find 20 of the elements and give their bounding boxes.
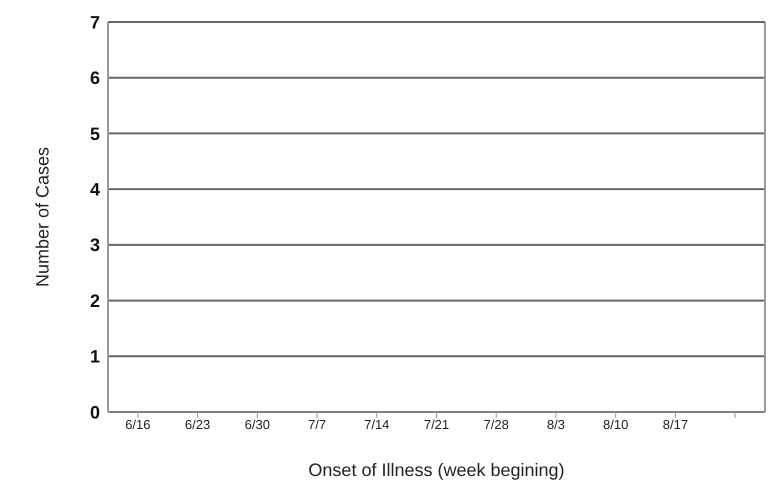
x-tick-label: 7/14 xyxy=(364,417,390,432)
y-tick-label: 5 xyxy=(90,124,100,144)
x-tick-label: 6/30 xyxy=(244,417,270,432)
x-tick-label: 6/23 xyxy=(184,417,210,432)
x-tick-label: 8/3 xyxy=(546,417,565,432)
y-tick-label: 1 xyxy=(90,346,100,367)
y-tick-label: 6 xyxy=(90,68,100,88)
x-tick-label: 7/7 xyxy=(308,417,326,432)
y-tick-label: 3 xyxy=(90,235,100,256)
x-tick-label: 7/21 xyxy=(424,417,450,432)
x-tick-label: 8/17 xyxy=(662,417,688,432)
x-tick-label: 6/16 xyxy=(125,417,151,432)
y-tick-label: 7 xyxy=(90,12,100,32)
y-tick-label: 2 xyxy=(90,290,100,311)
y-axis-title: Number of Cases xyxy=(32,146,52,288)
x-tick-label: 7/28 xyxy=(484,417,509,432)
y-tick-label: 0 xyxy=(90,402,100,422)
x-tick-label: 8/10 xyxy=(603,417,628,432)
y-tick-label: 4 xyxy=(90,180,100,200)
x-axis-title: Onset of Illness (week begining) xyxy=(308,460,565,480)
